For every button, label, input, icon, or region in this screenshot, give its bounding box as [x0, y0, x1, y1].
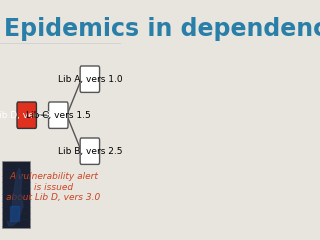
FancyBboxPatch shape [17, 102, 36, 128]
FancyBboxPatch shape [80, 138, 100, 164]
Polygon shape [7, 168, 23, 226]
Text: Lib A, vers 1.0: Lib A, vers 1.0 [58, 75, 122, 84]
Text: Lib C, vers 1.5: Lib C, vers 1.5 [26, 111, 91, 120]
FancyBboxPatch shape [3, 161, 30, 228]
Polygon shape [10, 206, 20, 221]
Text: Epidemics in dependency graphs: Epidemics in dependency graphs [4, 17, 320, 41]
Text: Lib D, vers 3.0: Lib D, vers 3.0 [0, 111, 60, 120]
Text: Lib B, vers 2.5: Lib B, vers 2.5 [58, 147, 122, 156]
FancyBboxPatch shape [80, 66, 100, 92]
FancyBboxPatch shape [49, 102, 68, 128]
Text: A vulnerability alert
is issued
about Lib D, vers 3.0: A vulnerability alert is issued about Li… [6, 172, 100, 202]
